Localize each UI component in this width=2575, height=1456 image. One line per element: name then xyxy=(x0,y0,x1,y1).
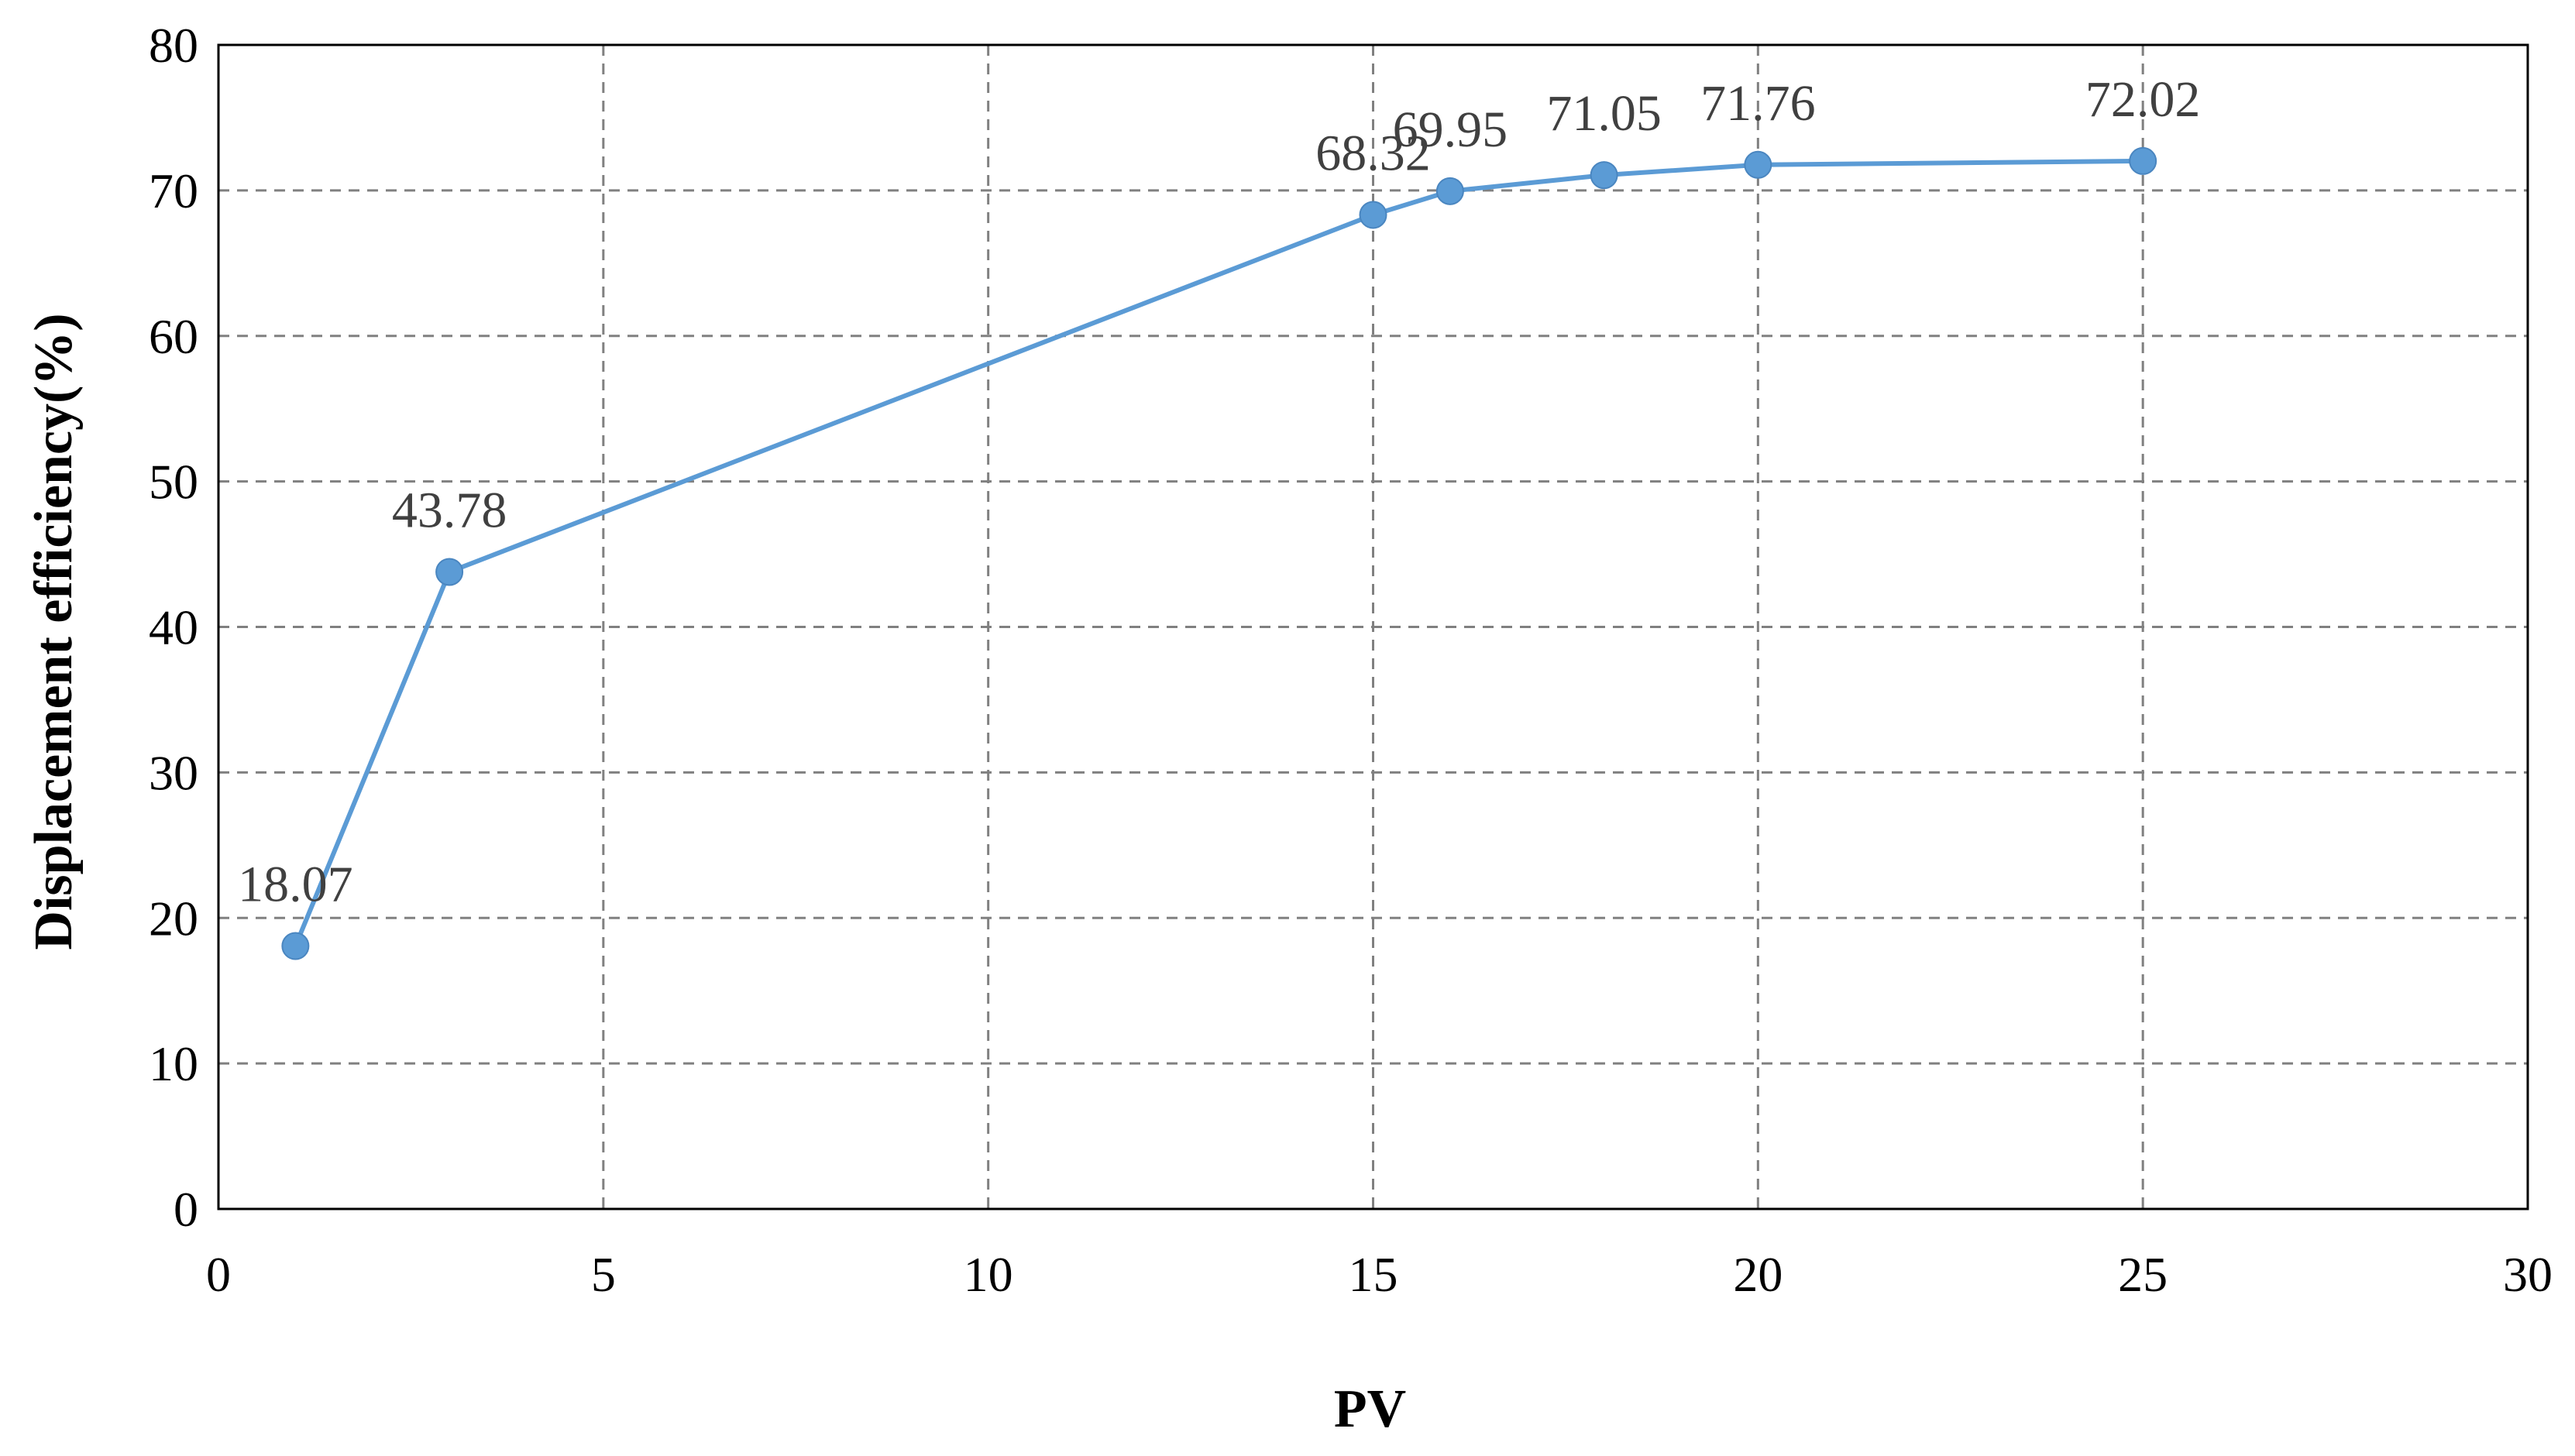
data-point xyxy=(2129,146,2157,175)
x-tick-label: 15 xyxy=(1349,1247,1398,1302)
data-label: 43.78 xyxy=(392,482,507,538)
data-point xyxy=(1359,201,1387,229)
x-tick-label: 5 xyxy=(591,1247,616,1302)
data-label: 18.07 xyxy=(238,857,353,913)
data-label: 71.76 xyxy=(1700,75,1816,132)
y-tick-label: 40 xyxy=(149,600,198,655)
y-axis-title: Displacement efficiency(%) xyxy=(24,313,84,949)
series-line xyxy=(293,158,2144,947)
data-label: 72.02 xyxy=(2085,71,2201,128)
y-tick-label: 30 xyxy=(149,745,198,800)
data-point xyxy=(1435,177,1464,205)
data-label: 68.32 xyxy=(1315,125,1431,181)
tick-labels: 0 10 20 30 40 50 60 70 80 0 5 10 15 20 25 30 xyxy=(149,18,2553,1302)
y-tick-label: 60 xyxy=(149,309,198,364)
x-tick-label: 25 xyxy=(2118,1247,2168,1302)
data-label: 71.05 xyxy=(1546,85,1662,142)
x-axis-title: PV xyxy=(1334,1379,1406,1439)
y-tick-label: 10 xyxy=(149,1036,198,1091)
y-tick-label: 70 xyxy=(149,163,198,218)
x-tick-label: 20 xyxy=(1733,1247,1783,1302)
y-tick-label: 0 xyxy=(174,1182,198,1237)
x-tick-label: 10 xyxy=(964,1247,1013,1302)
series-layer xyxy=(281,146,2157,960)
grid xyxy=(218,45,2528,1209)
data-point xyxy=(281,932,310,960)
y-tick-label: 80 xyxy=(149,18,198,73)
data-point xyxy=(435,558,464,586)
x-tick-label: 0 xyxy=(206,1247,231,1302)
data-label: 69.95 xyxy=(1393,101,1508,158)
data-point xyxy=(1744,150,1772,179)
x-tick-label: 30 xyxy=(2503,1247,2553,1302)
data-point xyxy=(1590,161,1618,190)
plot-area-frame xyxy=(217,43,2529,1210)
y-tick-label: 20 xyxy=(149,891,198,946)
y-tick-label: 50 xyxy=(149,455,198,510)
